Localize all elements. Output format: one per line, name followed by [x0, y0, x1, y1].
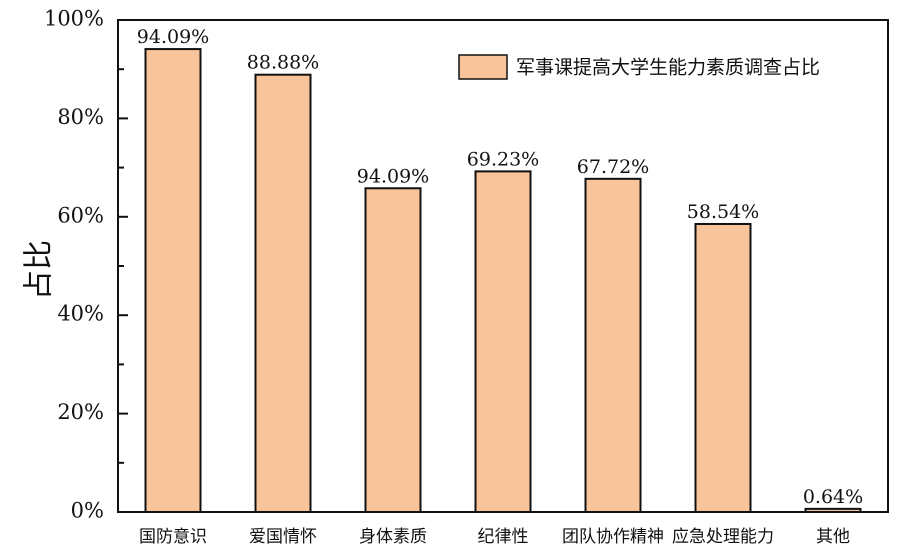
bar-value-label-1: 94.09%: [137, 26, 209, 48]
bar-6: [694, 222, 752, 514]
y-tick-label-20: 20%: [57, 400, 104, 424]
bar-2: [254, 73, 312, 514]
x-tick-label-6: 应急处理能力: [672, 527, 774, 547]
x-tick-label-4: 纪律性: [478, 527, 529, 547]
bar-5: [584, 177, 642, 513]
x-tick-label-5: 团队协作精神: [562, 527, 664, 547]
bar-4: [474, 170, 532, 513]
bar-3: [364, 187, 422, 513]
x-tick-label-7: 其他: [816, 527, 850, 547]
x-tick-label-3: 身体素质: [359, 527, 427, 547]
bar-value-label-3: 94.09%: [357, 165, 429, 187]
legend: 军事课提高大学生能力素质调查占比: [458, 54, 820, 80]
y-tick-label-80: 80%: [57, 105, 104, 129]
x-tick-label-2: 爱国情怀: [249, 527, 317, 547]
value-labels-group: 94.09% 88.88% 94.09% 69.23% 67.72% 58.54% 0.64…: [137, 26, 863, 508]
bar-value-label-7: 0.64%: [803, 486, 863, 508]
bar-1: [144, 48, 202, 513]
y-ticks-group: 0% 20% 40% 60% 80% 100%: [44, 7, 128, 523]
legend-label: 军事课提高大学生能力素质调查占比: [516, 57, 820, 79]
bar-value-label-4: 69.23%: [467, 148, 539, 170]
x-tick-label-1: 国防意识: [139, 527, 207, 547]
y-axis-label: 占比: [22, 240, 57, 300]
legend-swatch: [458, 54, 508, 80]
y-tick-label-40: 40%: [57, 302, 104, 326]
bar-value-label-2: 88.88%: [247, 52, 319, 74]
x-tick-labels-group: 国防意识 爱国情怀 身体素质 纪律性 团队协作精神 应急处理能力 其他: [139, 527, 850, 547]
bar-value-label-6: 58.54%: [687, 201, 759, 223]
bar-value-label-5: 67.72%: [577, 156, 649, 178]
y-tick-label-0: 0%: [71, 499, 104, 523]
y-tick-label-100: 100%: [44, 7, 104, 31]
bars-group: [144, 48, 862, 514]
y-tick-label-60: 60%: [57, 203, 104, 227]
